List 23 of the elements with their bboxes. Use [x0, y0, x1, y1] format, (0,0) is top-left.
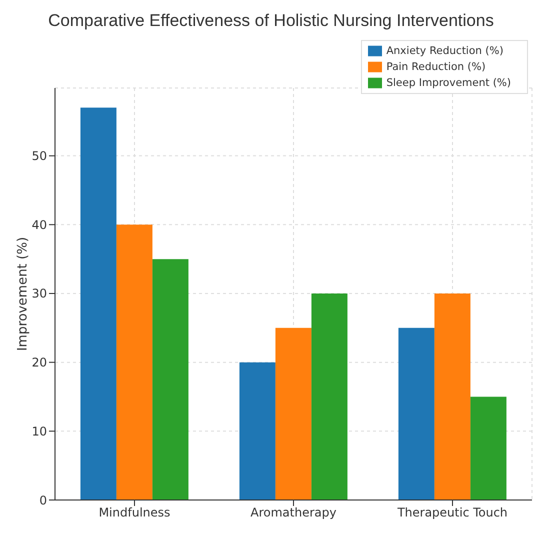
bar — [275, 328, 312, 500]
y-tick-label: 10 — [32, 424, 47, 438]
legend-label: Sleep Improvement (%) — [386, 77, 511, 89]
bar — [239, 362, 276, 500]
bar — [80, 108, 116, 500]
y-tick-label: 30 — [32, 286, 47, 301]
chart-title: Comparative Effectiveness of Holistic Nursing Interventions — [47, 10, 495, 32]
bar — [470, 396, 506, 500]
x-tick-label: Therapeutic Touch — [396, 506, 508, 520]
bar — [398, 328, 434, 500]
y-tick-label: 50 — [32, 149, 47, 164]
bar — [152, 259, 188, 500]
x-tick-label: Aromatherapy — [250, 506, 336, 520]
y-tick-label: 20 — [32, 356, 47, 370]
x-tick-label: Mindfulness — [98, 506, 170, 520]
bar — [116, 224, 152, 500]
y-tick-label: 40 — [32, 218, 47, 232]
legend-label: Pain Reduction (%) — [386, 61, 486, 73]
y-axis-title: Improvement (%) — [16, 236, 31, 352]
y-tick-label: 0 — [39, 493, 47, 508]
legend-label: Anxiety Reduction (%) — [386, 45, 504, 57]
bar — [434, 293, 470, 500]
bar — [311, 293, 348, 500]
